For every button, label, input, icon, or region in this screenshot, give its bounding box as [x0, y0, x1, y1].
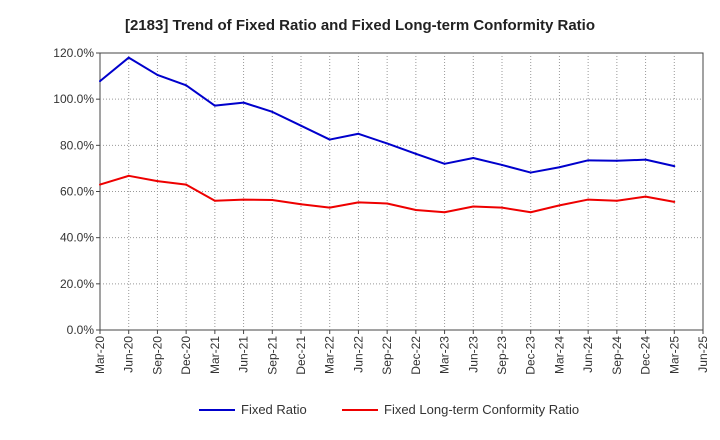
x-tick-label: Jun-25 — [696, 336, 710, 373]
data-point — [472, 205, 475, 208]
x-tick-label: Sep-24 — [610, 336, 624, 375]
x-tick-label: Jun-21 — [237, 336, 251, 373]
chart-title: [2183] Trend of Fixed Ratio and Fixed Lo… — [125, 17, 595, 34]
data-point — [357, 201, 360, 204]
y-tick-label: 0.0% — [67, 323, 95, 337]
data-point — [242, 198, 245, 201]
x-tick-label: Mar-22 — [323, 336, 337, 374]
data-point — [242, 101, 245, 104]
data-point — [587, 198, 590, 201]
data-point — [127, 174, 130, 177]
data-point — [185, 183, 188, 186]
data-point — [587, 159, 590, 162]
data-point — [558, 166, 561, 169]
data-point — [156, 180, 159, 183]
data-point — [529, 211, 532, 214]
legend: Fixed Ratio Fixed Long-term Conformity Ra… — [199, 402, 579, 417]
data-point — [386, 202, 389, 205]
data-point — [99, 80, 101, 83]
y-tick-label: 80.0% — [60, 138, 94, 152]
data-point — [357, 132, 360, 135]
x-tick-label: Jun-22 — [351, 336, 365, 373]
x-tick-label: Jun-24 — [581, 336, 595, 373]
plot-frame — [99, 52, 704, 331]
y-tick-label: 120.0% — [53, 46, 94, 60]
x-tick-label: Jun-20 — [122, 336, 136, 373]
data-point — [156, 73, 159, 76]
x-tick-label: Dec-20 — [179, 336, 193, 375]
data-point — [328, 138, 331, 141]
data-point — [300, 203, 302, 206]
data-point — [443, 211, 446, 214]
x-tick-label: Mar-23 — [438, 336, 452, 374]
data-point — [185, 84, 188, 87]
data-point — [615, 159, 618, 162]
x-tick-label: Jun-23 — [466, 336, 480, 373]
data-point — [673, 165, 676, 168]
legend-label: Fixed Long-term Conformity Ratio — [384, 402, 579, 417]
data-point — [414, 208, 417, 211]
data-point — [644, 158, 647, 161]
y-tick-label: 40.0% — [60, 231, 94, 245]
data-point — [271, 110, 274, 113]
data-point — [644, 195, 647, 198]
data-point — [300, 124, 302, 127]
plot-area: 0.0% 20.0% 40.0% 60.0% 80.0% 100.0% 120.0% Mar-… — [53, 46, 710, 375]
data-point — [615, 199, 618, 202]
data-point — [673, 200, 676, 203]
x-tick-label: Sep-23 — [495, 336, 509, 375]
data-point — [386, 142, 389, 145]
legend-label: Fixed Ratio — [241, 402, 307, 417]
x-tick-label: Dec-24 — [639, 336, 653, 375]
x-tick-label: Dec-22 — [409, 336, 423, 375]
x-tick-label: Mar-20 — [93, 336, 107, 374]
x-tick-label: Dec-21 — [294, 336, 308, 375]
data-point — [472, 157, 475, 160]
data-point — [328, 206, 331, 209]
data-point — [558, 204, 561, 207]
data-point — [443, 162, 446, 165]
x-tick-label: Mar-25 — [667, 336, 681, 374]
data-point — [213, 104, 216, 107]
data-point — [501, 206, 503, 209]
data-point — [414, 152, 417, 155]
y-tick-label: 20.0% — [60, 277, 94, 291]
x-tick-label: Mar-21 — [208, 336, 222, 374]
x-tick-label: Sep-20 — [150, 336, 164, 375]
x-tick-label: Mar-24 — [552, 336, 566, 374]
data-point — [529, 171, 532, 174]
y-tick-label: 60.0% — [60, 185, 94, 199]
data-point — [271, 199, 274, 202]
x-tick-label: Sep-21 — [265, 336, 279, 375]
data-point — [213, 199, 216, 202]
data-point — [127, 56, 130, 59]
data-point — [99, 183, 101, 186]
x-tick-label: Sep-22 — [380, 336, 394, 375]
x-tick-label: Dec-23 — [524, 336, 538, 375]
data-point — [501, 163, 503, 166]
y-tick-label: 100.0% — [53, 92, 94, 106]
